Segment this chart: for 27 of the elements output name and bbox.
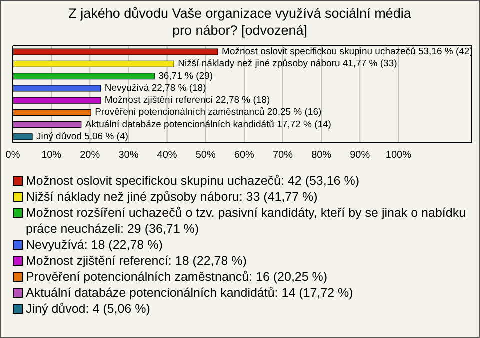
x-tick-label: 100% xyxy=(386,150,412,162)
x-tick-label: 60% xyxy=(234,150,255,162)
x-tick-label: 0% xyxy=(6,150,20,162)
x-tick-label: 20% xyxy=(80,150,100,162)
data-label: Možnost zjištění referencí 22,78 % (18) xyxy=(104,95,270,106)
x-tick-label: 70% xyxy=(272,150,294,162)
x-tick-label: 80% xyxy=(312,150,332,162)
legend-label: Prověření potencionálních zaměstnanců: 16 (20,25 %) xyxy=(26,269,328,285)
x-tick-label: 10% xyxy=(42,150,62,162)
legend-label: Aktuální databáze potencionálních kandidátů: 14 (17,72 %) xyxy=(26,285,354,301)
data-label: Nižší náklady než jiné způsoby náboru 41,77 % (33) xyxy=(178,58,398,70)
legend-label: Možnost oslovit specifickou skupinu uchazečů: 42 (53,16 %) xyxy=(26,173,360,189)
chart-title: Z jakého důvodu Vaše organizace využívá sociální média pro nábor? [odvozená] xyxy=(68,5,412,39)
legend-label: Nevyužívá: 18 (22,78 %) xyxy=(26,237,163,253)
data-label: Jiný důvod 5,06 % (4) xyxy=(36,131,128,142)
legend-label: Jiný důvod: 4 (5,06 %) xyxy=(26,301,150,317)
x-tick-label: 50% xyxy=(196,150,216,162)
data-label: Aktuální databáze potencionálních kandidátů 17,72 % (14) xyxy=(85,119,332,130)
legend-label: Nižší náklady než jiné způsoby náboru: 33 (41,77 %) xyxy=(26,189,318,205)
legend-label: Možnost rozšíření uchazečů o tzv. pasivní kandidáty, kteří by se jinak o nabídku práce neucházeli: 29 (36,71 %) xyxy=(26,205,468,237)
data-label: Prověření potencionálních zaměstnanců 20,25 % (16) xyxy=(95,107,322,118)
data-label: 36,71 % (29) xyxy=(158,70,213,82)
data-label: Nevyužívá 22,78 % (18) xyxy=(104,82,206,94)
legend-label: Možnost zjištění referencí: 18 (22,78 %) xyxy=(26,253,247,269)
x-tick-label: 30% xyxy=(118,150,139,162)
x-tick-label: 40% xyxy=(157,150,178,162)
x-tick-label: 90% xyxy=(350,150,370,162)
